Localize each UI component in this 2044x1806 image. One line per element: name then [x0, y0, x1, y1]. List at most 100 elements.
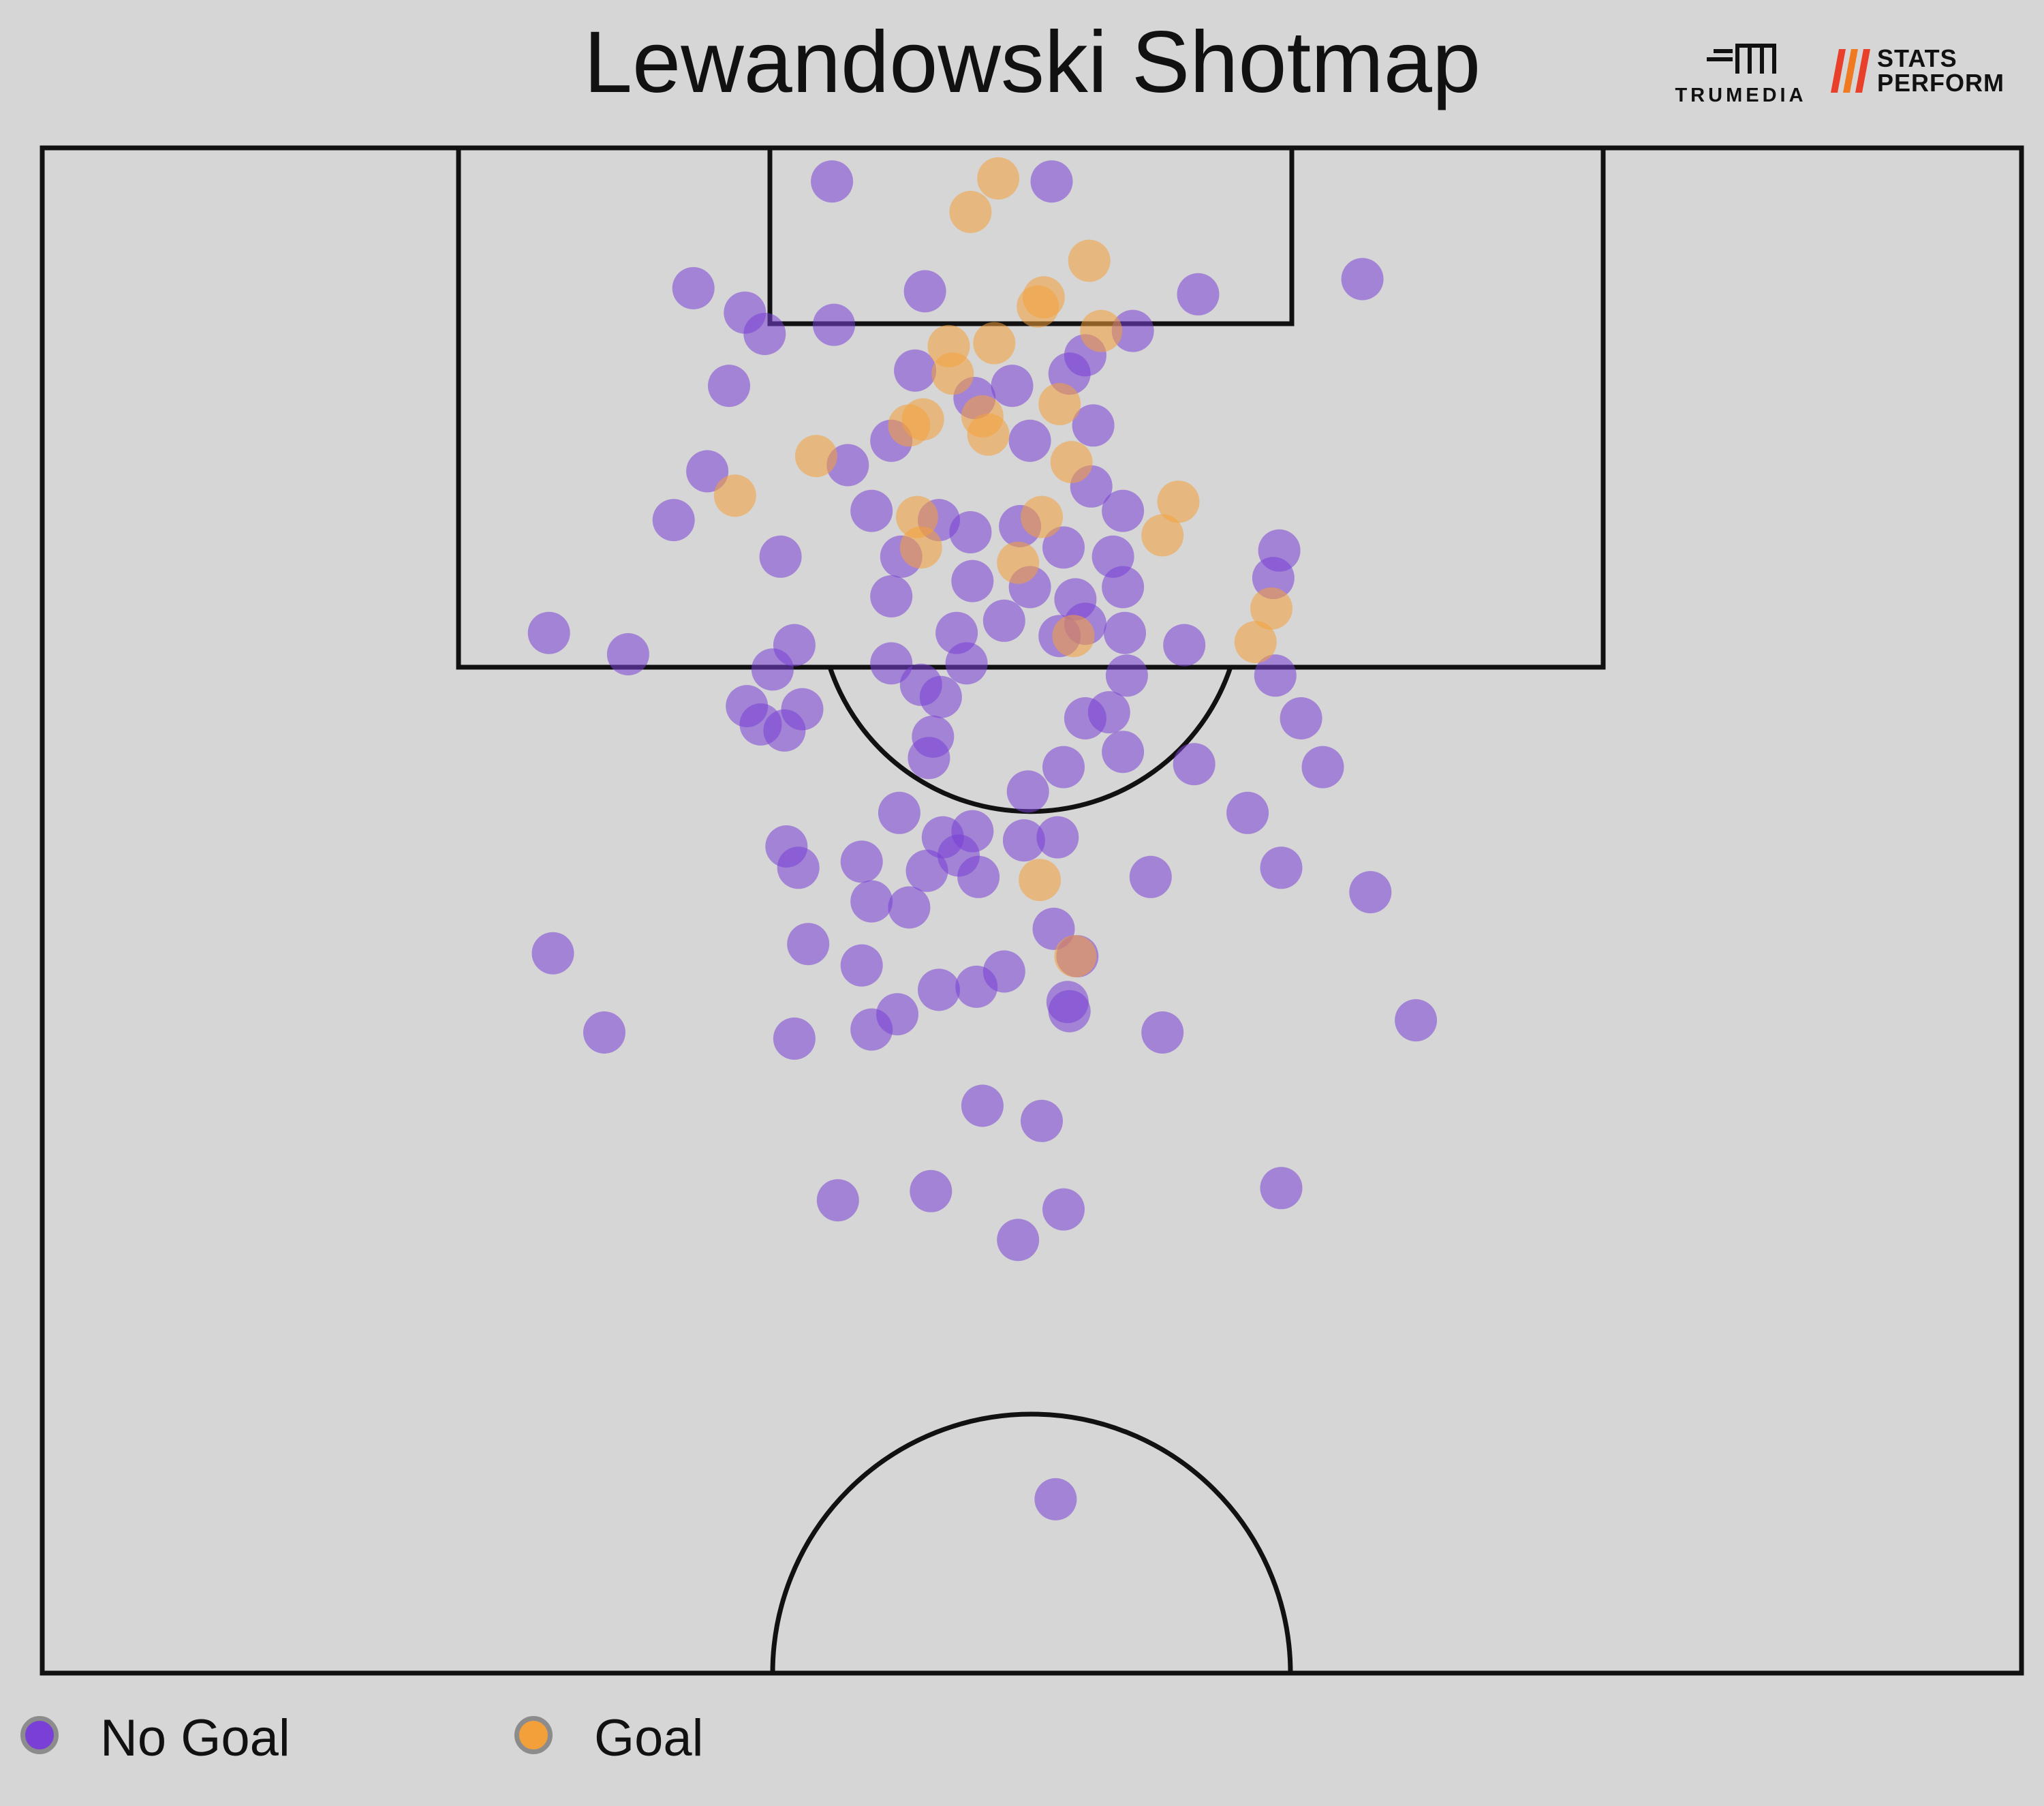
- shot-point-no-goal: [777, 846, 820, 889]
- shot-point-goal: [1021, 495, 1063, 538]
- shot-point-no-goal: [1177, 273, 1220, 316]
- center-circle-arc: [770, 1411, 1293, 1674]
- pitch-markings: [40, 145, 2024, 1676]
- shot-point-goal: [967, 413, 1010, 456]
- shot-point-no-goal: [991, 365, 1034, 408]
- shot-point-no-goal: [813, 303, 855, 346]
- shot-point-goal: [1250, 587, 1292, 630]
- shot-point-no-goal: [1301, 746, 1344, 789]
- stats-perform-logo: STATS PERFORM: [1829, 46, 2027, 101]
- shot-point-no-goal: [1341, 258, 1384, 301]
- shot-point-no-goal: [1252, 557, 1295, 600]
- shot-point-no-goal: [1254, 654, 1297, 697]
- trumedia-logo: TRUMEDIA: [1669, 40, 1812, 114]
- shot-point-no-goal: [908, 737, 950, 780]
- shot-point-no-goal: [1042, 1188, 1085, 1231]
- shot-point-no-goal: [1260, 1167, 1303, 1210]
- shot-point-no-goal: [773, 1017, 816, 1060]
- shot-point-no-goal: [531, 932, 574, 975]
- shot-point-goal: [1068, 239, 1111, 282]
- chart-title: Lewandowski Shotmap: [583, 14, 1481, 111]
- shot-point-no-goal: [1006, 770, 1049, 813]
- stats-wordmark-line2: PERFORM: [1877, 69, 2004, 97]
- shot-point-no-goal: [811, 160, 854, 203]
- shot-point-goal: [1234, 621, 1277, 664]
- shot-point-no-goal: [840, 840, 883, 883]
- shot-point-no-goal: [894, 349, 937, 392]
- trumedia-wordmark: TRUMEDIA: [1675, 85, 1807, 106]
- shot-point-no-goal: [840, 944, 883, 987]
- shot-point-goal: [1157, 480, 1200, 523]
- shot-point-no-goal: [1163, 624, 1206, 667]
- shot-point-no-goal: [961, 1084, 1004, 1127]
- shot-point-no-goal: [1002, 819, 1045, 862]
- shot-point-no-goal: [1021, 1099, 1063, 1142]
- shot-point-no-goal: [527, 611, 570, 654]
- shot-point-no-goal: [1226, 791, 1269, 834]
- shot-point-no-goal: [1349, 871, 1392, 914]
- shot-point-no-goal: [1104, 611, 1146, 654]
- shot-point-goal: [713, 474, 756, 517]
- shot-point-no-goal: [888, 886, 931, 929]
- shot-point-no-goal: [606, 633, 649, 675]
- shot-point-no-goal: [1072, 404, 1115, 447]
- shot-point-no-goal: [652, 499, 695, 542]
- shot-point-no-goal: [876, 993, 918, 1036]
- shot-point-no-goal: [1111, 309, 1154, 352]
- legend-label-no-goal: No Goal: [100, 1709, 290, 1767]
- trumedia-mark-icon: [1707, 44, 1776, 74]
- shot-point-no-goal: [945, 642, 988, 685]
- shot-point-no-goal: [787, 923, 830, 966]
- shot-point-goal: [977, 157, 1020, 200]
- shot-point-goal: [1038, 383, 1081, 425]
- shot-point-no-goal: [1008, 419, 1051, 462]
- shot-point-no-goal: [982, 599, 1025, 642]
- shot-point-no-goal: [919, 675, 962, 718]
- shot-point-no-goal: [918, 968, 960, 1011]
- legend-swatch-goal: [514, 1716, 553, 1754]
- shot-point-no-goal: [1395, 999, 1438, 1042]
- shot-point-no-goal: [949, 511, 992, 553]
- shot-point-no-goal: [751, 648, 794, 691]
- shot-point-no-goal: [672, 266, 715, 309]
- shot-point-goal: [1017, 285, 1059, 328]
- shot-point-no-goal: [583, 1011, 625, 1054]
- shot-point-no-goal: [903, 270, 946, 313]
- shot-point-no-goal: [763, 709, 806, 752]
- shot-point-no-goal: [850, 489, 893, 532]
- shot-point-no-goal: [1260, 846, 1303, 889]
- pitch-outline: [40, 145, 2024, 1676]
- shot-point-no-goal: [1048, 990, 1091, 1032]
- shot-point-no-goal: [1105, 654, 1148, 697]
- shot-point-goal: [1050, 441, 1093, 483]
- shot-point-goal: [1080, 309, 1123, 352]
- shot-point-goal: [973, 322, 1016, 365]
- shot-point-goal: [1052, 615, 1095, 658]
- shot-point-goal: [888, 404, 931, 447]
- stats-perform-slash-icon: [1831, 49, 1870, 93]
- shot-point-no-goal: [1042, 746, 1085, 789]
- shot-point-no-goal: [870, 575, 913, 617]
- legend-swatch-no-goal: [20, 1716, 59, 1754]
- shot-point-no-goal: [686, 450, 729, 493]
- shot-point-no-goal: [708, 365, 750, 408]
- shot-point-no-goal: [816, 1179, 859, 1222]
- shot-point-no-goal: [957, 855, 1000, 898]
- shot-point-goal: [1054, 935, 1097, 978]
- shot-point-goal: [1019, 859, 1062, 902]
- shot-point-no-goal: [1036, 816, 1079, 859]
- shots-layer: [527, 157, 1438, 1520]
- shot-point-no-goal: [759, 535, 802, 578]
- shot-point-no-goal: [1102, 489, 1145, 532]
- shot-point-no-goal: [1141, 1011, 1184, 1054]
- shot-point-no-goal: [997, 1219, 1040, 1261]
- shot-point-no-goal: [1173, 743, 1215, 786]
- shot-point-no-goal: [955, 965, 998, 1008]
- shot-point-no-goal: [1129, 855, 1172, 898]
- shot-point-goal: [1141, 514, 1184, 557]
- shot-point-goal: [794, 435, 837, 478]
- shot-point-no-goal: [1042, 526, 1085, 569]
- legend-label-goal: Goal: [594, 1709, 704, 1767]
- shot-point-no-goal: [850, 880, 893, 923]
